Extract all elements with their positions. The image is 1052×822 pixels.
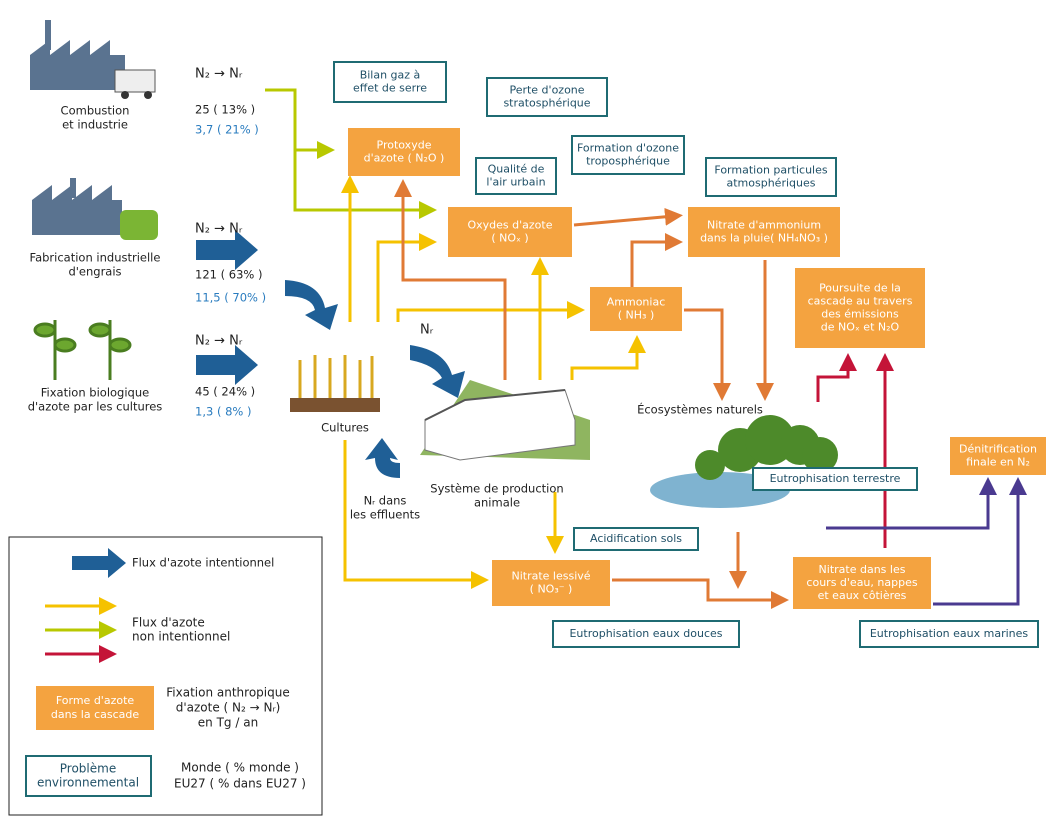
- legend-problem-box: [25, 755, 152, 797]
- nitrogen-form-box: [448, 207, 572, 257]
- source-label: Fixation biologique: [41, 386, 149, 400]
- legend-label: Flux d'azote: [132, 616, 205, 630]
- world-value: 25 ( 13% ): [195, 103, 255, 117]
- legend-label: Monde ( % monde ): [181, 761, 299, 775]
- source-label: d'engrais: [68, 265, 121, 279]
- eu-value: 3,7 ( 21% ): [195, 123, 259, 137]
- legend-label: dans la cascade: [51, 708, 140, 721]
- nitrogen-form-label: d'azote ( N₂O ): [364, 152, 445, 165]
- nitrogen-form-label: de NOₓ et N₂O: [821, 321, 900, 334]
- source-label: Combustion: [61, 104, 130, 118]
- nitrogen-form-label: Poursuite de la: [819, 282, 901, 295]
- problem-label: Eutrophisation terrestre: [770, 472, 901, 485]
- problem-label: Bilan gaz à: [360, 69, 421, 82]
- nitrogen-form-label: des émissions: [821, 308, 899, 321]
- flow-label: N₂ → Nᵣ: [195, 222, 243, 237]
- nitrogen-form-label: Protoxyde: [377, 139, 432, 152]
- problem-box: [475, 157, 557, 195]
- arrows: [45, 88, 1027, 663]
- problem-label: atmosphériques: [727, 177, 816, 190]
- nitrogen-form-label: Nitrate lessivé: [511, 570, 590, 583]
- legend-label: EU27 ( % dans EU27 ): [174, 777, 306, 791]
- nitrogen-form-box: [688, 207, 840, 257]
- problem-label: stratosphérique: [503, 97, 590, 110]
- problem-label: troposphérique: [586, 155, 670, 168]
- nitrogen-form-label: cascade au travers: [808, 295, 913, 308]
- label: Écosystèmes naturels: [637, 402, 763, 417]
- problem-box: [573, 527, 699, 551]
- legend-label: Fixation anthropique: [166, 686, 289, 700]
- nitrogen-form-label: Dénitrification: [959, 443, 1037, 456]
- problem-box: [552, 620, 740, 648]
- label: Nᵣ dans: [364, 494, 407, 508]
- nitrogen-form-box: [492, 560, 610, 606]
- problem-box: [571, 135, 685, 175]
- problem-box: [486, 77, 608, 117]
- problem-box: [859, 620, 1039, 648]
- problem-box: [752, 467, 918, 491]
- nitrogen-form-label: Oxydes d'azote: [468, 219, 553, 232]
- nitrogen-form-label: finale en N₂: [966, 456, 1030, 469]
- nitrogen-form-label: cours d'eau, nappes: [806, 576, 917, 589]
- legend-label: Forme d'azote: [56, 694, 135, 707]
- problem-label: Eutrophisation eaux marines: [870, 627, 1029, 640]
- nitrogen-form-label: Ammoniac: [607, 296, 666, 309]
- label: animale: [474, 496, 520, 510]
- problem-label: Formation particules: [714, 164, 827, 177]
- nitrogen-form-box: [348, 128, 460, 176]
- nitrogen-form-box: [795, 268, 925, 348]
- label: Nᵣ: [420, 323, 434, 338]
- problem-label: l'air urbain: [486, 176, 545, 189]
- legend-label: Problème: [60, 762, 116, 776]
- illustrations: [30, 20, 838, 508]
- legend-label: environnemental: [37, 776, 139, 790]
- source-label: et industrie: [62, 118, 128, 132]
- nitrogen-form-box: [590, 287, 682, 331]
- nitrogen-form-label: Nitrate d'ammonium: [707, 219, 821, 232]
- nitrogen-form-box: [793, 557, 931, 609]
- nitrogen-form-label: et eaux côtières: [818, 589, 907, 602]
- source-label: d'azote par les cultures: [28, 400, 163, 414]
- flow-label: N₂ → Nᵣ: [195, 67, 243, 82]
- eu-value: 1,3 ( 8% ): [195, 405, 251, 419]
- legend-frame: [8, 536, 323, 816]
- nitrogen-form-label: ( NH₃ ): [618, 309, 655, 322]
- nitrogen-form-label: Nitrate dans les: [819, 563, 906, 576]
- label: Système de production: [430, 482, 563, 496]
- legend-label: Flux d'azote intentionnel: [132, 556, 274, 570]
- legend-form-box: [36, 686, 154, 730]
- problem-label: effet de serre: [353, 82, 427, 95]
- problem-label: Formation d'ozone: [577, 142, 679, 155]
- legend-label: en Tg / an: [198, 716, 258, 730]
- problem-box: [333, 61, 447, 103]
- world-value: 45 ( 24% ): [195, 385, 255, 399]
- nitrogen-form-label: ( NO₃⁻ ): [530, 583, 573, 596]
- problem-label: Acidification sols: [590, 532, 682, 545]
- problem-label: Eutrophisation eaux douces: [569, 627, 722, 640]
- legend-label: d'azote ( N₂ → Nᵣ): [176, 701, 281, 715]
- world-value: 121 ( 63% ): [195, 268, 262, 282]
- legend-label: non intentionnel: [132, 630, 230, 644]
- flow-label: N₂ → Nᵣ: [195, 334, 243, 349]
- nitrogen-form-label: ( NOₓ ): [491, 232, 528, 245]
- problem-label: Qualité de: [488, 163, 545, 176]
- eu-value: 11,5 ( 70% ): [195, 291, 266, 305]
- label: les effluents: [350, 508, 420, 522]
- source-label: Fabrication industrielle: [30, 251, 161, 265]
- problem-label: Perte d'ozone: [509, 84, 584, 97]
- nitrogen-form-box: [950, 437, 1046, 475]
- nitrogen-form-label: dans la pluie( NH₄NO₃ ): [700, 232, 828, 245]
- problem-box: [705, 157, 837, 197]
- label: Cultures: [321, 421, 369, 435]
